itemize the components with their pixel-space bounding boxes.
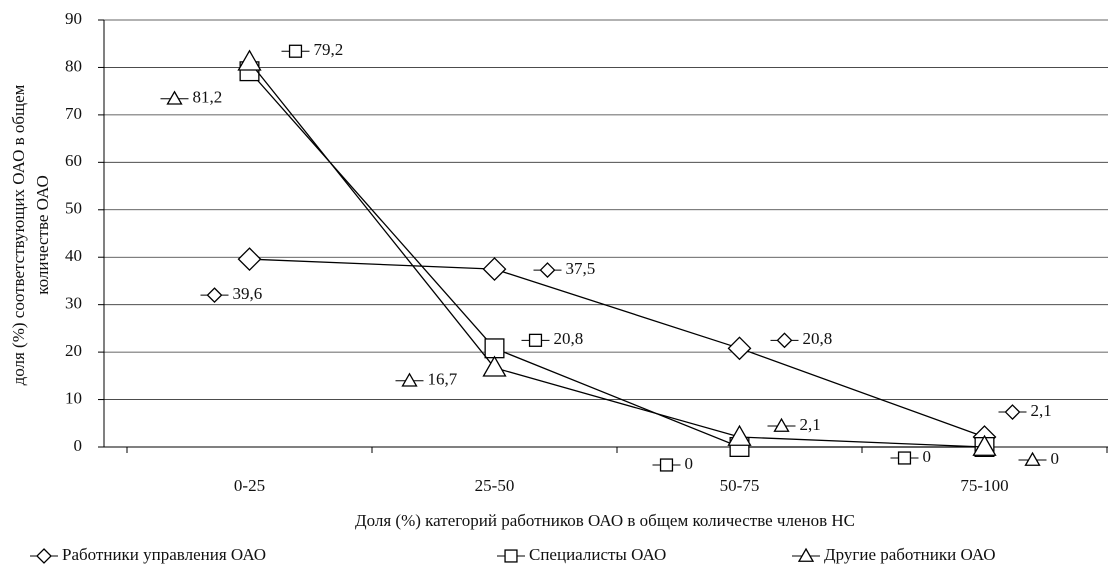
y-tick-label: 90 <box>65 9 82 28</box>
y-tick-label: 30 <box>65 294 82 313</box>
data-label: 0 <box>1051 449 1060 468</box>
data-label: 39,6 <box>233 284 263 303</box>
y-axis-label: доля (%) соответствующих ОАО в общем <box>9 84 28 385</box>
series-line <box>249 70 985 448</box>
label-marker <box>797 547 815 562</box>
data-point <box>484 338 505 359</box>
label-marker <box>897 451 912 465</box>
label-marker <box>1024 451 1041 466</box>
x-axis-label: Доля (%) категорий работников ОАО в обще… <box>355 511 855 530</box>
y-axis-label: количестве ОАО <box>33 175 52 295</box>
label-marker <box>401 372 418 387</box>
label-marker <box>206 287 223 304</box>
series-line <box>248 61 985 448</box>
label-marker <box>528 333 543 347</box>
data-point <box>237 49 262 71</box>
y-tick-label: 60 <box>65 151 82 170</box>
data-label: 0 <box>923 447 932 466</box>
label-marker <box>1004 404 1021 420</box>
data-label: 2,1 <box>800 415 821 434</box>
x-tick-label: 0-25 <box>234 476 265 495</box>
x-tick-label: 50-75 <box>720 476 760 495</box>
data-point <box>482 257 507 282</box>
label-marker <box>36 548 52 564</box>
x-tick-label: 75-100 <box>960 476 1008 495</box>
label-marker <box>539 262 556 279</box>
y-tick-label: 80 <box>65 56 82 75</box>
data-label: 20,8 <box>554 329 584 348</box>
data-label: 37,5 <box>566 259 596 278</box>
data-label: 16,7 <box>428 370 458 389</box>
series-line <box>249 258 985 438</box>
data-label: 20,8 <box>803 329 833 348</box>
label-marker <box>504 549 518 563</box>
y-tick-label: 0 <box>74 436 83 455</box>
data-point <box>482 355 507 377</box>
y-tick-label: 40 <box>65 246 82 265</box>
label-marker <box>776 332 793 349</box>
label-marker <box>659 458 674 472</box>
legend-label: Другие работники ОАО <box>824 545 996 564</box>
data-label: 2,1 <box>1031 401 1052 420</box>
data-point <box>237 247 262 272</box>
label-marker <box>288 44 303 58</box>
data-point <box>727 424 752 446</box>
data-label: 79,2 <box>314 40 344 59</box>
label-marker <box>773 417 790 432</box>
legend-label: Специалисты ОАО <box>529 545 666 564</box>
y-tick-label: 10 <box>65 388 82 407</box>
legend-label: Работники управления ОАО <box>62 545 266 564</box>
data-label: 0 <box>685 454 694 473</box>
x-tick-label: 25-50 <box>475 476 515 495</box>
y-tick-label: 50 <box>65 199 82 218</box>
label-marker <box>166 90 183 105</box>
data-label: 81,2 <box>193 88 223 107</box>
data-point <box>727 336 752 361</box>
y-tick-label: 70 <box>65 104 82 123</box>
y-tick-label: 20 <box>65 341 82 360</box>
data-point <box>972 434 997 456</box>
